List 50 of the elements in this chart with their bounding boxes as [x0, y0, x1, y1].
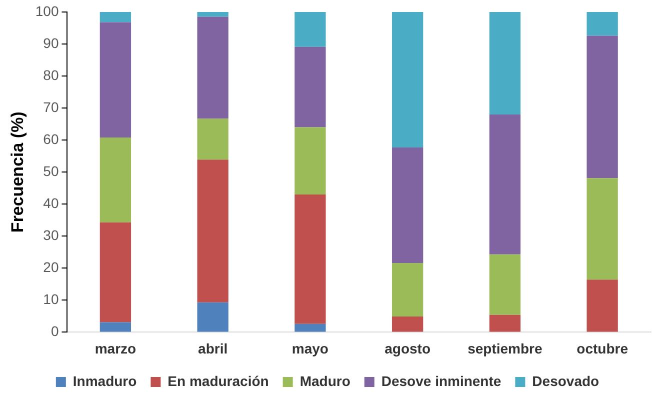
- bar: [197, 302, 228, 332]
- bar: [392, 147, 424, 264]
- bar: [294, 324, 326, 332]
- bar: [489, 314, 521, 332]
- y-tick-label: 70: [43, 98, 59, 115]
- y-tick-label: 40: [43, 194, 59, 211]
- bar: [100, 22, 132, 138]
- legend-label: Desove inminente: [381, 372, 502, 389]
- x-tick-label: abril: [198, 340, 228, 356]
- bar: [489, 254, 521, 315]
- y-tick-label: 30: [43, 227, 59, 243]
- x-tick-label: septiembre: [468, 340, 542, 356]
- bar: [294, 194, 326, 324]
- bar: [197, 12, 228, 17]
- bar: [392, 12, 424, 148]
- legend-label: Maduro: [300, 372, 350, 389]
- bar: [197, 160, 228, 302]
- y-tick-label: 0: [50, 323, 59, 340]
- bar: [489, 12, 521, 114]
- bar: [100, 12, 132, 22]
- bar: [294, 12, 326, 47]
- bar: [586, 280, 618, 332]
- bar: [100, 138, 132, 222]
- y-tick-label: 90: [43, 34, 59, 51]
- x-tick-label: agosto: [384, 340, 431, 356]
- bar: [586, 12, 618, 36]
- x-tick-label: mayo: [292, 340, 328, 356]
- legend-label: Desovado: [532, 372, 600, 389]
- y-tick-label: 80: [43, 66, 59, 83]
- bar: [489, 114, 521, 254]
- y-tick-label: 100: [35, 2, 59, 19]
- bar: [586, 178, 618, 280]
- legend-label: En maduración: [168, 372, 269, 389]
- bar: [586, 36, 618, 178]
- bar: [197, 118, 228, 160]
- bar: [294, 46, 326, 128]
- y-tick-label: 20: [43, 259, 59, 276]
- bar: [392, 316, 424, 332]
- legend-label: Inmaduro: [72, 372, 137, 389]
- y-tick-label: 60: [43, 130, 59, 147]
- y-tick-label: 10: [43, 291, 59, 308]
- bar: [392, 263, 424, 317]
- x-tick-label: marzo: [94, 340, 136, 356]
- x-tick-label: octubre: [576, 340, 628, 356]
- bar: [100, 322, 132, 332]
- bar: [294, 127, 326, 195]
- bar: [197, 16, 228, 119]
- y-axis-title: Frecuencia (%): [8, 112, 27, 233]
- bar: [100, 222, 132, 322]
- y-tick-label: 50: [43, 162, 59, 179]
